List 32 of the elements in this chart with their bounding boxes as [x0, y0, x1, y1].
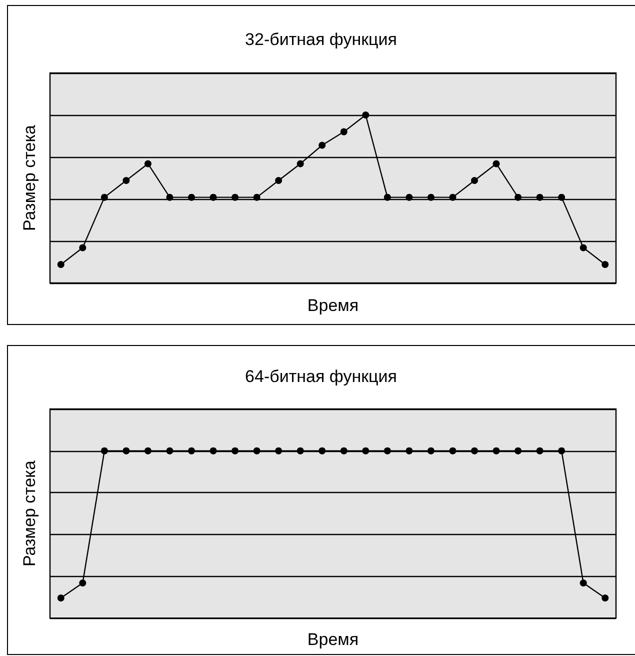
point	[275, 177, 282, 184]
point	[558, 194, 566, 201]
point	[253, 194, 260, 201]
point	[144, 160, 152, 168]
point	[232, 194, 239, 201]
point	[210, 194, 217, 201]
point	[384, 194, 391, 201]
point	[340, 128, 348, 136]
point	[57, 261, 64, 268]
point	[492, 160, 500, 168]
y-axis-title: Размер стека	[20, 124, 39, 231]
point	[122, 177, 130, 184]
point	[79, 244, 86, 252]
point	[362, 112, 370, 118]
point	[536, 194, 544, 201]
point	[188, 194, 195, 201]
x-axis-title: Время	[307, 296, 359, 315]
y-axis-title: Размер стека	[20, 460, 39, 567]
chart-title: 32-битная функция	[245, 30, 397, 49]
point	[296, 160, 304, 168]
point	[406, 194, 413, 201]
chart-title: 64-битная функция	[245, 367, 397, 386]
point	[100, 194, 108, 201]
point	[514, 194, 522, 201]
point	[318, 142, 326, 149]
x-axis-title: Время	[307, 630, 359, 649]
point	[471, 177, 478, 184]
point	[580, 244, 587, 252]
point	[602, 261, 609, 268]
point	[166, 194, 174, 201]
point	[427, 194, 434, 201]
point	[449, 194, 456, 201]
